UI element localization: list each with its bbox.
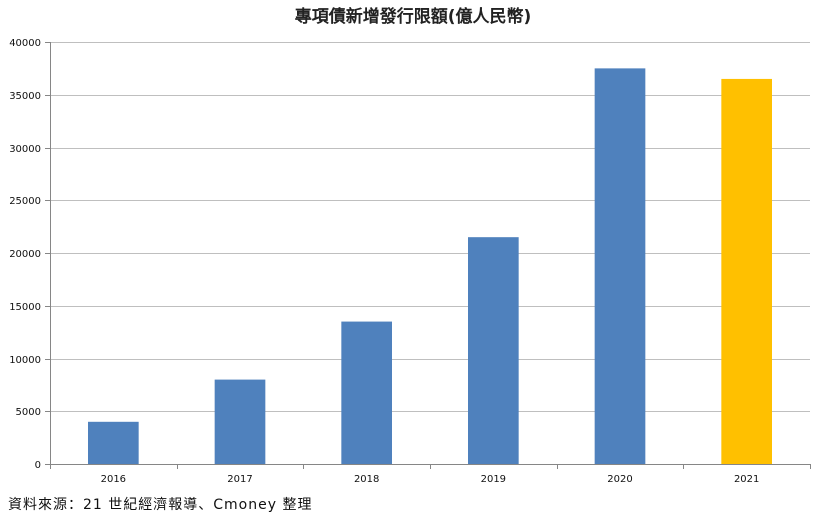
- x-tick-label-2021: 2021: [734, 474, 759, 485]
- y-tick-label-3: 15000: [9, 302, 41, 313]
- bar-2018: [341, 321, 392, 464]
- bars: [88, 68, 772, 465]
- y-tick-label-8: 40000: [9, 38, 41, 49]
- gridlines: [50, 42, 810, 412]
- y-tick-label-5: 25000: [9, 196, 41, 207]
- y-tick-label-1: 5000: [16, 407, 41, 418]
- bar-2021: [721, 78, 772, 465]
- bar-2017: [214, 379, 266, 464]
- y-tick-label-4: 20000: [9, 249, 41, 260]
- y-tick-label-6: 30000: [9, 144, 41, 155]
- chart-title: 專項債新增發行限額(億人民幣): [295, 6, 532, 27]
- bar-chart: 專項債新增發行限額(億人民幣) 0 5000 10000 15000 20000 2500…: [9, 6, 811, 485]
- x-tick-label-2019: 2019: [481, 474, 506, 485]
- y-tick-label-0: 0: [35, 460, 41, 471]
- y-tick-label-2: 10000: [9, 355, 41, 366]
- x-tick-label-2017: 2017: [227, 474, 252, 485]
- y-tick-label-7: 35000: [9, 91, 41, 102]
- x-tick-label-2016: 2016: [101, 474, 126, 485]
- x-tick-label-2018: 2018: [354, 474, 379, 485]
- x-tick-label-2020: 2020: [607, 474, 632, 485]
- axes: [45, 42, 811, 469]
- bar-2019: [468, 237, 519, 464]
- bar-2020: [594, 68, 646, 464]
- tick-labels: 0 5000 10000 15000 20000 25000 30000 35000 40000…: [9, 38, 759, 485]
- bar-2016: [88, 421, 139, 464]
- source-note: 資料來源：21 世紀經濟報導、Cmoney 整理: [8, 497, 313, 513]
